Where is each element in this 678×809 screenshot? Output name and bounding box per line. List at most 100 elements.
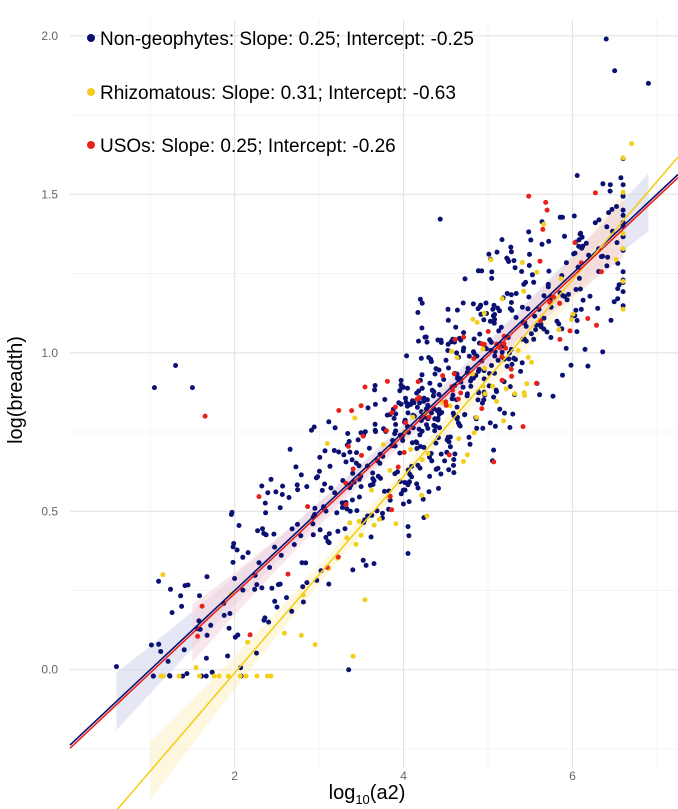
- point-non-geophytes: [481, 397, 487, 403]
- point-usos: [247, 632, 253, 638]
- point-non-geophytes: [232, 576, 238, 581]
- point-non-geophytes: [471, 336, 477, 342]
- point-non-geophytes: [533, 327, 539, 333]
- point-non-geophytes: [178, 593, 184, 599]
- point-non-geophytes: [566, 291, 571, 297]
- point-non-geophytes: [266, 619, 272, 625]
- point-non-geophytes: [436, 392, 442, 397]
- point-non-geophytes: [179, 603, 185, 609]
- point-non-geophytes: [494, 249, 500, 255]
- point-rhizomatous: [456, 436, 462, 442]
- point-non-geophytes: [353, 460, 359, 466]
- point-non-geophytes: [585, 363, 591, 369]
- point-non-geophytes: [354, 450, 359, 456]
- point-non-geophytes: [510, 411, 516, 417]
- point-rhizomatous: [519, 260, 525, 265]
- point-rhizomatous: [160, 572, 166, 578]
- point-non-geophytes: [204, 574, 210, 580]
- point-usos: [585, 316, 591, 321]
- point-usos: [387, 493, 393, 499]
- point-non-geophytes: [491, 447, 497, 453]
- point-non-geophytes: [158, 649, 164, 654]
- point-non-geophytes: [437, 382, 443, 388]
- point-non-geophytes: [298, 472, 304, 478]
- point-non-geophytes: [513, 291, 519, 296]
- point-usos: [199, 603, 205, 609]
- point-usos: [592, 190, 598, 196]
- point-rhizomatous: [369, 487, 374, 493]
- point-non-geophytes: [208, 622, 214, 628]
- point-non-geophytes: [392, 431, 398, 437]
- point-rhizomatous: [529, 359, 534, 365]
- point-non-geophytes: [393, 422, 399, 427]
- point-rhizomatous: [281, 630, 287, 636]
- point-non-geophytes: [574, 329, 580, 335]
- point-non-geophytes: [151, 385, 157, 391]
- point-non-geophytes: [577, 286, 583, 292]
- point-non-geophytes: [419, 300, 425, 306]
- point-non-geophytes: [342, 526, 348, 532]
- point-non-geophytes: [113, 664, 119, 670]
- point-non-geophytes: [287, 446, 293, 452]
- point-non-geophytes: [475, 397, 481, 403]
- x-axis-title-main: log: [329, 782, 356, 804]
- point-non-geophytes: [341, 452, 347, 458]
- point-non-geophytes: [492, 423, 498, 429]
- point-non-geophytes: [600, 349, 606, 355]
- point-usos: [389, 410, 395, 416]
- point-rhizomatous: [568, 317, 574, 322]
- point-non-geophytes: [451, 462, 456, 468]
- x-axis-title: log10(a2): [329, 782, 406, 807]
- point-usos: [336, 408, 342, 413]
- point-non-geophytes: [156, 578, 162, 584]
- point-non-geophytes: [295, 487, 301, 493]
- point-non-geophytes: [526, 294, 532, 300]
- point-usos: [479, 406, 485, 412]
- point-non-geophytes: [344, 506, 350, 512]
- point-non-geophytes: [326, 540, 332, 546]
- point-rhizomatous: [481, 310, 487, 316]
- point-non-geophytes: [576, 237, 582, 243]
- point-non-geophytes: [604, 263, 610, 269]
- point-non-geophytes: [259, 483, 265, 489]
- point-non-geophytes: [204, 632, 210, 638]
- point-rhizomatous: [324, 441, 330, 446]
- x-tick-label: 4: [400, 769, 407, 783]
- point-non-geophytes: [595, 305, 601, 311]
- point-usos: [401, 450, 407, 455]
- point-rhizomatous: [376, 516, 382, 522]
- point-non-geophytes: [391, 415, 397, 421]
- point-non-geophytes: [592, 220, 598, 226]
- axis-ticks: 2 4 6 0.0 0.5 1.0 1.5 2.0: [41, 29, 576, 783]
- point-rhizomatous: [556, 327, 562, 333]
- point-usos: [403, 420, 408, 426]
- point-usos: [598, 269, 604, 275]
- point-non-geophytes: [433, 423, 439, 429]
- point-rhizomatous: [193, 665, 199, 670]
- point-non-geophytes: [230, 559, 236, 565]
- point-usos: [499, 377, 505, 383]
- point-non-geophytes: [603, 36, 609, 42]
- point-non-geophytes: [441, 377, 447, 382]
- y-tick-label: 0.5: [41, 504, 58, 518]
- point-non-geophytes: [419, 372, 425, 378]
- point-non-geophytes: [370, 470, 376, 476]
- point-rhizomatous: [474, 320, 480, 325]
- point-non-geophytes: [460, 384, 466, 390]
- point-non-geophytes: [415, 310, 421, 315]
- point-non-geophytes: [541, 315, 547, 321]
- point-rhizomatous: [225, 673, 231, 679]
- point-non-geophytes: [227, 611, 233, 616]
- point-non-geophytes: [180, 673, 186, 679]
- legend: Non-geophytes: Slope: 0.25; Intercept: -…: [87, 29, 474, 157]
- point-non-geophytes: [577, 231, 583, 237]
- point-non-geophytes: [426, 489, 432, 495]
- point-non-geophytes: [508, 244, 514, 250]
- point-non-geophytes: [277, 581, 283, 587]
- point-non-geophytes: [541, 293, 547, 299]
- point-non-geophytes: [519, 269, 525, 274]
- point-rhizomatous: [480, 346, 486, 352]
- point-non-geophytes: [480, 425, 486, 431]
- point-non-geophytes: [245, 550, 251, 556]
- point-non-geophytes: [349, 457, 355, 463]
